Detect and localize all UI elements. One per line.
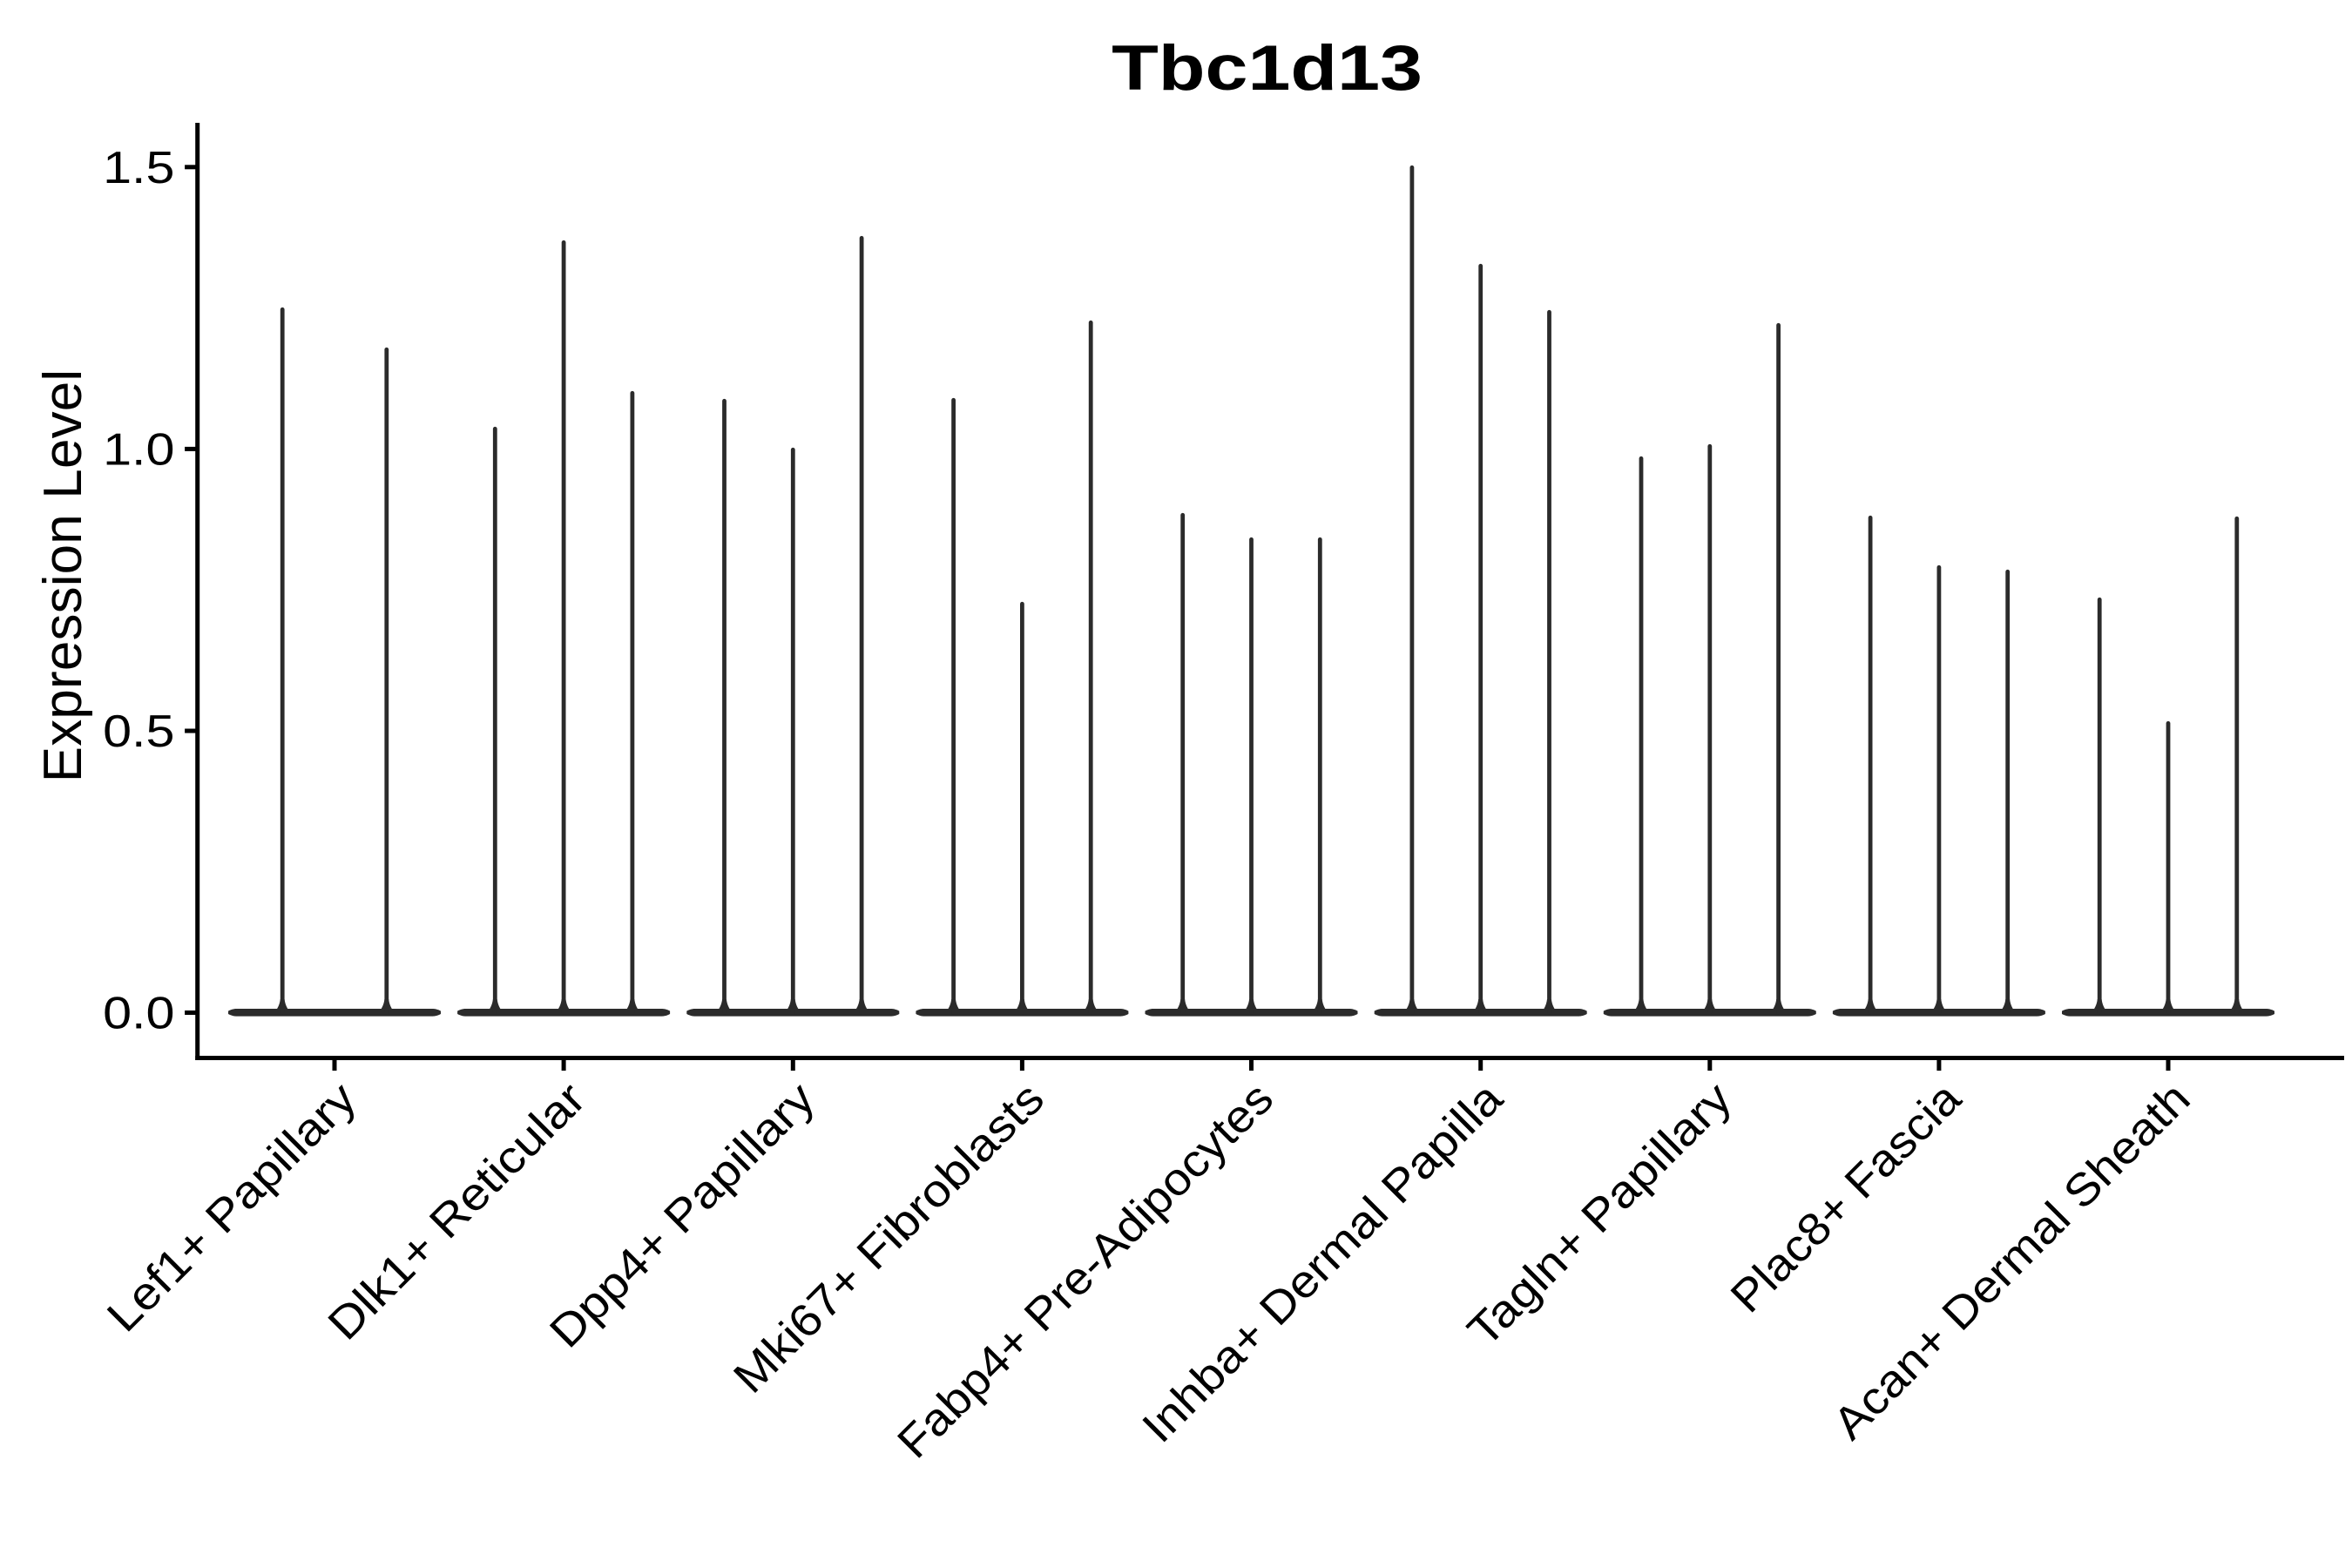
svg-text:Expression Level: Expression Level [33,369,93,783]
svg-text:0.5: 0.5 [103,706,174,756]
svg-text:Tbc1d13: Tbc1d13 [1112,33,1423,104]
svg-text:0.0: 0.0 [103,988,174,1038]
svg-text:1.5: 1.5 [103,142,174,193]
svg-text:1.0: 1.0 [103,424,174,475]
